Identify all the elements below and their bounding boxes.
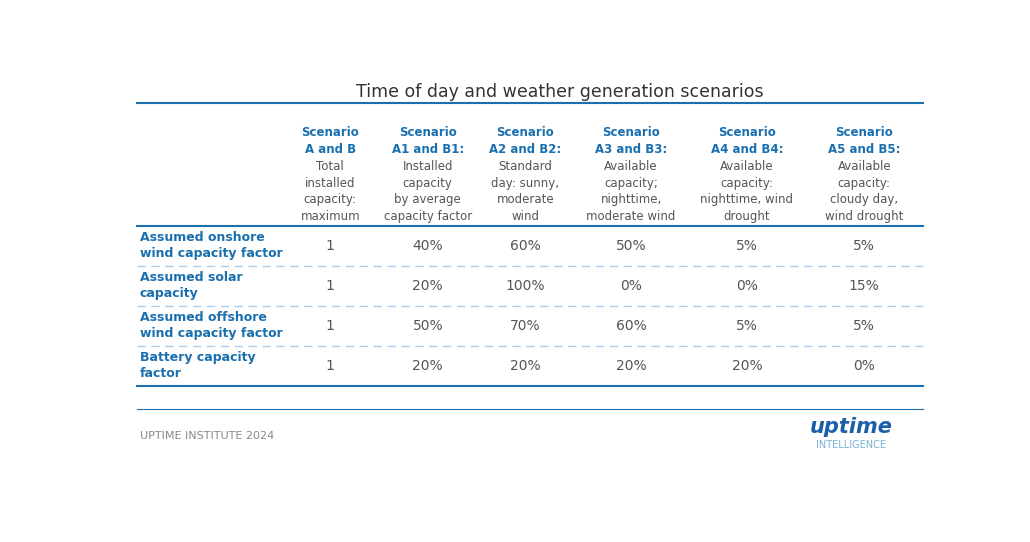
Text: Available
capacity:
nighttime, wind
drought: Available capacity: nighttime, wind drou… — [700, 160, 793, 223]
Text: Assumed solar
capacity: Assumed solar capacity — [140, 272, 242, 300]
Text: Scenario
A and B: Scenario A and B — [302, 126, 359, 156]
Text: UPTIME INSTITUTE 2024: UPTIME INSTITUTE 2024 — [140, 431, 274, 441]
Text: 5%: 5% — [736, 238, 758, 253]
Text: Scenario
A4 and B4:: Scenario A4 and B4: — [711, 126, 783, 156]
Text: uptime: uptime — [810, 417, 893, 437]
Text: 0%: 0% — [854, 359, 876, 373]
Text: Assumed offshore
wind capacity factor: Assumed offshore wind capacity factor — [140, 311, 282, 340]
Text: INTELLIGENCE: INTELLIGENCE — [816, 440, 886, 450]
Text: 20%: 20% — [412, 279, 443, 293]
Text: 100%: 100% — [506, 279, 545, 293]
Text: 20%: 20% — [412, 359, 443, 373]
Text: Battery capacity
factor: Battery capacity factor — [140, 351, 255, 380]
Text: 1: 1 — [325, 359, 335, 373]
Text: Scenario
A2 and B2:: Scenario A2 and B2: — [489, 126, 561, 156]
Text: 15%: 15% — [849, 279, 880, 293]
Text: 5%: 5% — [854, 319, 876, 333]
Text: 20%: 20% — [616, 359, 647, 373]
Text: 40%: 40% — [412, 238, 443, 253]
Text: Scenario
A1 and B1:: Scenario A1 and B1: — [391, 126, 464, 156]
Text: Installed
capacity
by average
capacity factor: Installed capacity by average capacity f… — [383, 160, 472, 223]
Text: Available
capacity;
nighttime,
moderate wind: Available capacity; nighttime, moderate … — [586, 160, 676, 223]
Text: 0%: 0% — [620, 279, 642, 293]
Text: 1: 1 — [325, 238, 335, 253]
Text: Scenario
A5 and B5:: Scenario A5 and B5: — [828, 126, 900, 156]
Text: 1: 1 — [325, 279, 335, 293]
Text: 60%: 60% — [510, 238, 541, 253]
Text: 70%: 70% — [510, 319, 541, 333]
Text: 5%: 5% — [854, 238, 876, 253]
Text: Time of day and weather generation scenarios: Time of day and weather generation scena… — [356, 82, 763, 101]
Text: 20%: 20% — [510, 359, 541, 373]
Text: 1: 1 — [325, 319, 335, 333]
Text: Scenario
A3 and B3:: Scenario A3 and B3: — [595, 126, 667, 156]
Text: 0%: 0% — [736, 279, 758, 293]
Text: 50%: 50% — [616, 238, 647, 253]
Text: 50%: 50% — [412, 319, 443, 333]
Text: Standard
day: sunny,
moderate
wind: Standard day: sunny, moderate wind — [491, 160, 559, 223]
Text: 60%: 60% — [616, 319, 647, 333]
Text: Total
installed
capacity:
maximum: Total installed capacity: maximum — [301, 160, 360, 223]
Text: Available
capacity:
cloudy day,
wind drought: Available capacity: cloudy day, wind dro… — [825, 160, 903, 223]
Text: 20%: 20% — [731, 359, 762, 373]
Text: Assumed onshore
wind capacity factor: Assumed onshore wind capacity factor — [140, 231, 282, 260]
Text: 5%: 5% — [736, 319, 758, 333]
